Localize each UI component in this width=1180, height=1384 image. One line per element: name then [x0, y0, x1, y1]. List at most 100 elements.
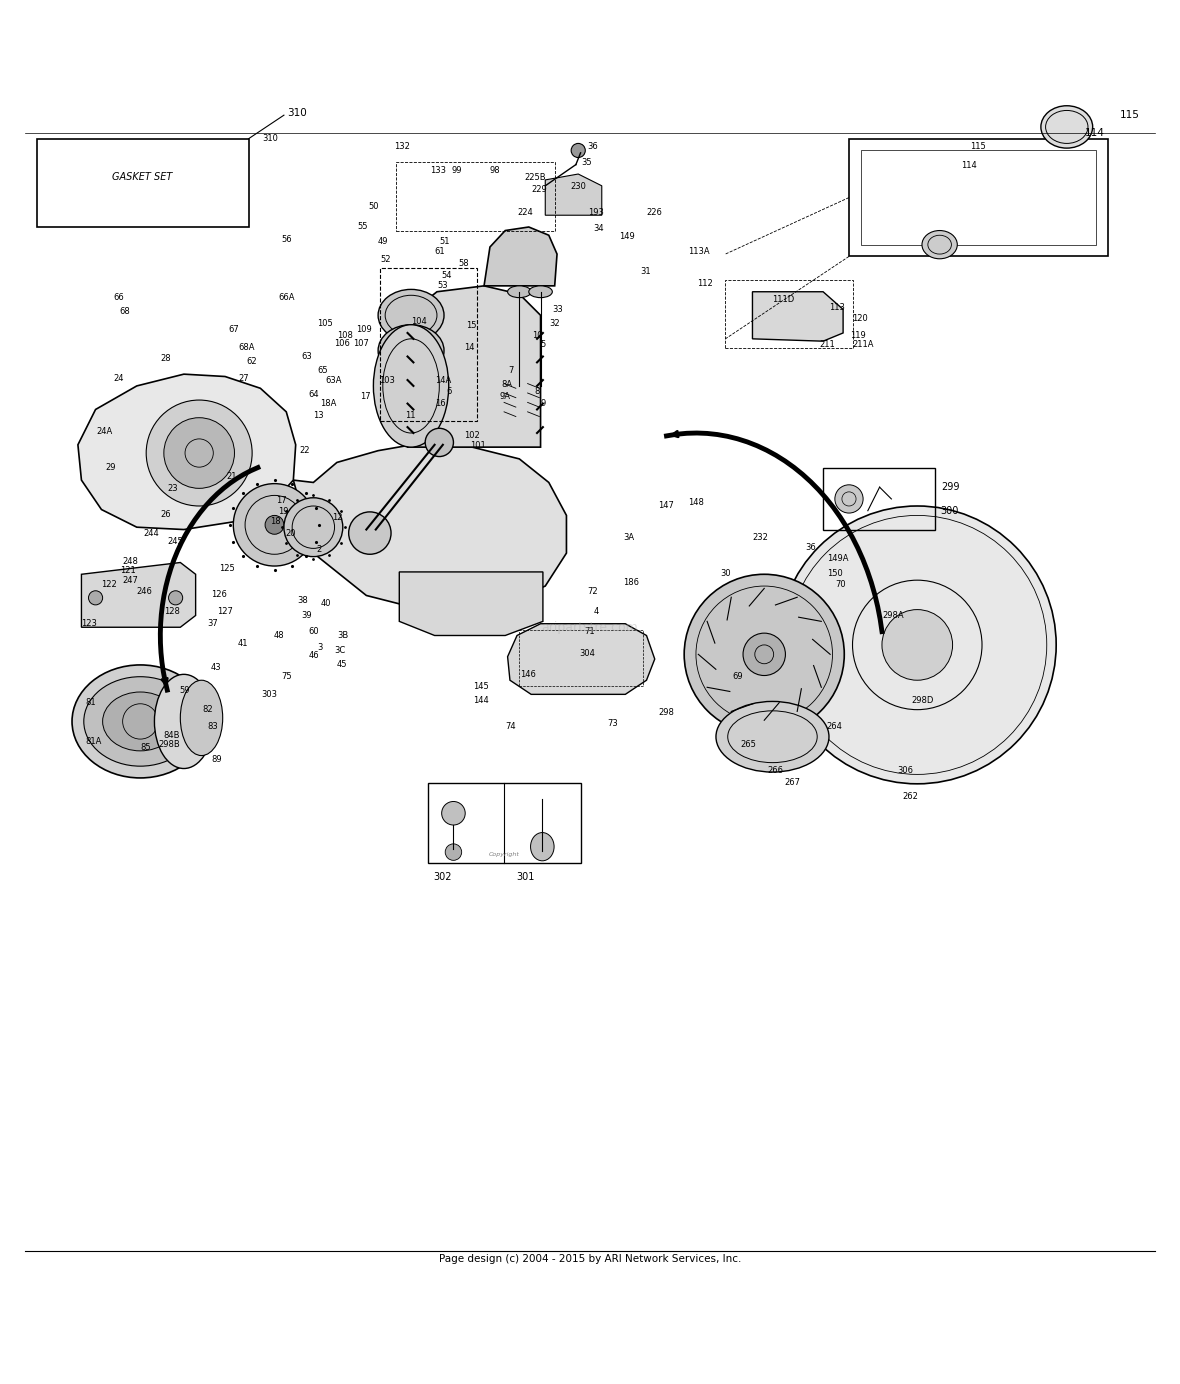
- Ellipse shape: [373, 325, 448, 447]
- Text: 52: 52: [380, 256, 391, 264]
- Text: 144: 144: [473, 696, 490, 704]
- Text: 128: 128: [164, 608, 179, 616]
- Text: 302: 302: [433, 872, 452, 882]
- Text: 149: 149: [620, 233, 635, 241]
- Text: 21: 21: [227, 472, 237, 482]
- Text: 49: 49: [378, 237, 388, 245]
- Text: 3C: 3C: [335, 646, 346, 655]
- Text: aripartstre.com: aripartstre.com: [542, 621, 638, 634]
- Text: 133: 133: [430, 166, 446, 174]
- Ellipse shape: [72, 664, 209, 778]
- Text: 60: 60: [309, 627, 320, 637]
- Text: 3: 3: [317, 642, 322, 652]
- Text: 193: 193: [588, 209, 603, 217]
- Text: 13: 13: [314, 411, 324, 419]
- Text: 33: 33: [552, 304, 563, 314]
- Ellipse shape: [284, 498, 342, 556]
- Text: 53: 53: [437, 281, 447, 291]
- Text: 84B: 84B: [164, 731, 181, 740]
- Text: 26: 26: [160, 509, 171, 519]
- Text: 104: 104: [411, 317, 427, 325]
- Text: 36: 36: [806, 543, 817, 552]
- Ellipse shape: [181, 680, 223, 756]
- Text: 36: 36: [588, 143, 598, 151]
- Ellipse shape: [922, 231, 957, 259]
- Text: 150: 150: [827, 569, 843, 577]
- Text: 6: 6: [446, 388, 452, 396]
- Text: 304: 304: [579, 649, 595, 657]
- Text: 310: 310: [288, 108, 307, 118]
- Text: 16: 16: [434, 399, 445, 408]
- Text: 50: 50: [368, 202, 379, 212]
- Text: 85: 85: [140, 743, 151, 752]
- Text: 8: 8: [535, 388, 540, 396]
- Text: 310: 310: [263, 134, 278, 143]
- Text: 81A: 81A: [85, 736, 101, 746]
- Text: 18: 18: [270, 516, 281, 526]
- Text: 211A: 211A: [852, 340, 874, 349]
- Ellipse shape: [103, 692, 178, 752]
- Ellipse shape: [348, 512, 391, 554]
- Text: 105: 105: [317, 320, 333, 328]
- Ellipse shape: [146, 400, 253, 507]
- Text: 74: 74: [505, 721, 516, 731]
- Ellipse shape: [164, 418, 235, 489]
- Text: 62: 62: [247, 357, 257, 365]
- Text: 99: 99: [451, 166, 461, 174]
- Bar: [427, 782, 581, 862]
- Text: 82: 82: [203, 706, 214, 714]
- Ellipse shape: [716, 702, 830, 772]
- Text: 132: 132: [394, 143, 411, 151]
- Text: 72: 72: [588, 587, 598, 597]
- Bar: [860, 151, 1096, 245]
- Polygon shape: [753, 292, 843, 342]
- Text: 113A: 113A: [688, 248, 709, 256]
- Text: 35: 35: [582, 158, 592, 166]
- Bar: [824, 468, 935, 530]
- Text: 45: 45: [337, 660, 347, 670]
- Text: 69: 69: [733, 673, 743, 681]
- Text: 67: 67: [229, 325, 240, 334]
- Text: 48: 48: [274, 631, 284, 639]
- Ellipse shape: [155, 674, 214, 768]
- Text: 12: 12: [333, 513, 342, 522]
- Ellipse shape: [684, 574, 844, 735]
- Ellipse shape: [378, 325, 444, 376]
- Text: 5: 5: [540, 340, 546, 349]
- Text: 246: 246: [137, 587, 152, 597]
- Text: 65: 65: [317, 367, 328, 375]
- Text: 107: 107: [353, 339, 369, 347]
- Text: 59: 59: [179, 686, 190, 695]
- Text: 211: 211: [820, 340, 835, 349]
- Text: 14A: 14A: [434, 375, 451, 385]
- Text: 63: 63: [302, 352, 313, 361]
- Text: 31: 31: [641, 267, 651, 277]
- Ellipse shape: [1041, 105, 1093, 148]
- Text: 298D: 298D: [911, 696, 933, 704]
- Text: 27: 27: [238, 374, 249, 383]
- Text: 127: 127: [217, 608, 232, 616]
- Text: 68A: 68A: [238, 343, 255, 352]
- Text: 265: 265: [741, 740, 756, 750]
- Polygon shape: [484, 227, 557, 286]
- Text: 41: 41: [238, 639, 249, 648]
- Text: 149A: 149A: [827, 555, 848, 563]
- Ellipse shape: [84, 677, 197, 767]
- Bar: [380, 268, 477, 421]
- Text: 121: 121: [120, 566, 136, 576]
- Text: 103: 103: [379, 375, 395, 385]
- Ellipse shape: [425, 428, 453, 457]
- Ellipse shape: [266, 515, 284, 534]
- Text: 114: 114: [961, 162, 977, 170]
- Text: 81: 81: [85, 698, 96, 707]
- Text: 148: 148: [688, 498, 703, 507]
- Ellipse shape: [378, 360, 444, 412]
- Text: 71: 71: [584, 627, 595, 637]
- Text: 29: 29: [105, 462, 116, 472]
- Text: 9: 9: [540, 399, 546, 408]
- Text: 11: 11: [405, 411, 415, 419]
- Text: 38: 38: [297, 595, 308, 605]
- Bar: [848, 138, 1108, 256]
- Text: 9A: 9A: [499, 392, 511, 401]
- Text: 126: 126: [211, 590, 227, 599]
